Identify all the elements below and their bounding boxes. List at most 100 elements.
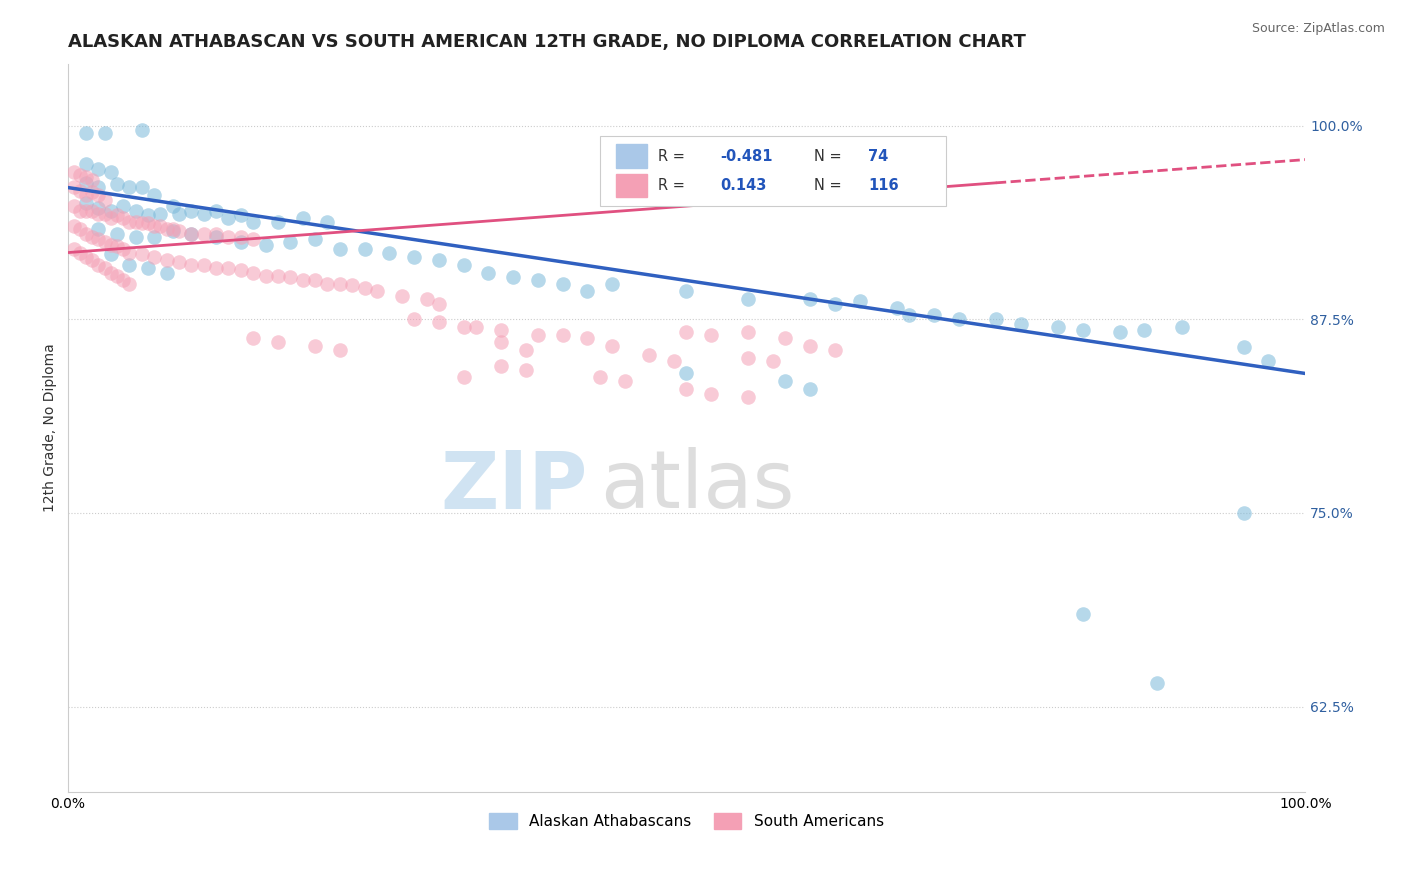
Point	[1071, 607, 1094, 621]
Point	[82, 253, 104, 268]
Y-axis label: 12th Grade, No Diploma: 12th Grade, No Diploma	[44, 343, 58, 512]
Point	[112, 243, 135, 257]
Point	[75, 250, 97, 264]
FancyBboxPatch shape	[616, 174, 647, 197]
Point	[242, 232, 264, 246]
Point	[162, 199, 184, 213]
Point	[254, 268, 277, 283]
Point	[112, 211, 135, 226]
Point	[316, 277, 339, 291]
Point	[502, 270, 524, 285]
Point	[118, 180, 141, 194]
Point	[762, 354, 785, 368]
Point	[87, 180, 110, 194]
Point	[143, 219, 166, 234]
Point	[75, 157, 97, 171]
Point	[93, 193, 115, 207]
Point	[1146, 676, 1168, 690]
Point	[948, 312, 970, 326]
Point	[149, 207, 172, 221]
Point	[267, 268, 290, 283]
Point	[404, 250, 426, 264]
Point	[280, 235, 302, 249]
Point	[1257, 354, 1279, 368]
Point	[180, 227, 202, 241]
Text: ALASKAN ATHABASCAN VS SOUTH AMERICAN 12TH GRADE, NO DIPLOMA CORRELATION CHART: ALASKAN ATHABASCAN VS SOUTH AMERICAN 12T…	[67, 33, 1025, 51]
Point	[453, 369, 475, 384]
Point	[242, 331, 264, 345]
Point	[342, 278, 364, 293]
Point	[489, 335, 512, 350]
Point	[737, 325, 759, 339]
Point	[143, 230, 166, 244]
Point	[576, 285, 599, 299]
Point	[205, 230, 228, 244]
Point	[700, 386, 723, 401]
Point	[229, 230, 252, 244]
Point	[75, 227, 97, 241]
Point	[353, 281, 375, 295]
Point	[775, 374, 797, 388]
Point	[75, 169, 97, 184]
Point	[280, 270, 302, 285]
Point	[799, 338, 821, 352]
Point	[105, 178, 128, 192]
Point	[254, 237, 277, 252]
Point	[465, 320, 488, 334]
Point	[112, 273, 135, 287]
Point	[105, 239, 128, 253]
Point	[675, 325, 697, 339]
Point	[489, 359, 512, 373]
Point	[1046, 320, 1069, 334]
Point	[453, 258, 475, 272]
Text: 74: 74	[869, 149, 889, 163]
Point	[131, 247, 153, 261]
Point	[527, 327, 550, 342]
Point	[118, 277, 141, 291]
Point	[1071, 323, 1094, 337]
Point	[124, 230, 146, 244]
Point	[229, 208, 252, 222]
Point	[984, 312, 1007, 326]
Point	[155, 222, 177, 236]
Text: R =: R =	[658, 149, 689, 163]
Point	[515, 343, 537, 358]
Text: Source: ZipAtlas.com: Source: ZipAtlas.com	[1251, 22, 1385, 36]
Point	[662, 354, 685, 368]
Point	[62, 243, 84, 257]
Point	[600, 277, 623, 291]
Point	[69, 203, 91, 218]
Point	[93, 126, 115, 140]
Point	[87, 161, 110, 176]
Point	[329, 277, 352, 291]
Point	[87, 188, 110, 202]
Point	[378, 245, 401, 260]
Point	[155, 253, 177, 268]
Point	[167, 255, 190, 269]
Point	[143, 188, 166, 202]
Point	[82, 230, 104, 244]
Point	[87, 201, 110, 215]
Point	[316, 214, 339, 228]
Point	[775, 331, 797, 345]
Point	[217, 261, 239, 276]
Point	[217, 230, 239, 244]
Point	[489, 323, 512, 337]
Point	[167, 224, 190, 238]
Point	[105, 268, 128, 283]
Point	[527, 273, 550, 287]
Point	[69, 168, 91, 182]
Point	[1170, 320, 1192, 334]
Text: atlas: atlas	[600, 447, 794, 525]
Point	[105, 227, 128, 241]
Point	[824, 343, 846, 358]
Point	[1133, 323, 1156, 337]
Point	[75, 176, 97, 190]
Point	[62, 199, 84, 213]
Point	[1108, 325, 1130, 339]
Point	[100, 203, 122, 218]
Point	[898, 308, 921, 322]
Point	[118, 258, 141, 272]
Point	[162, 222, 184, 236]
Point	[69, 245, 91, 260]
